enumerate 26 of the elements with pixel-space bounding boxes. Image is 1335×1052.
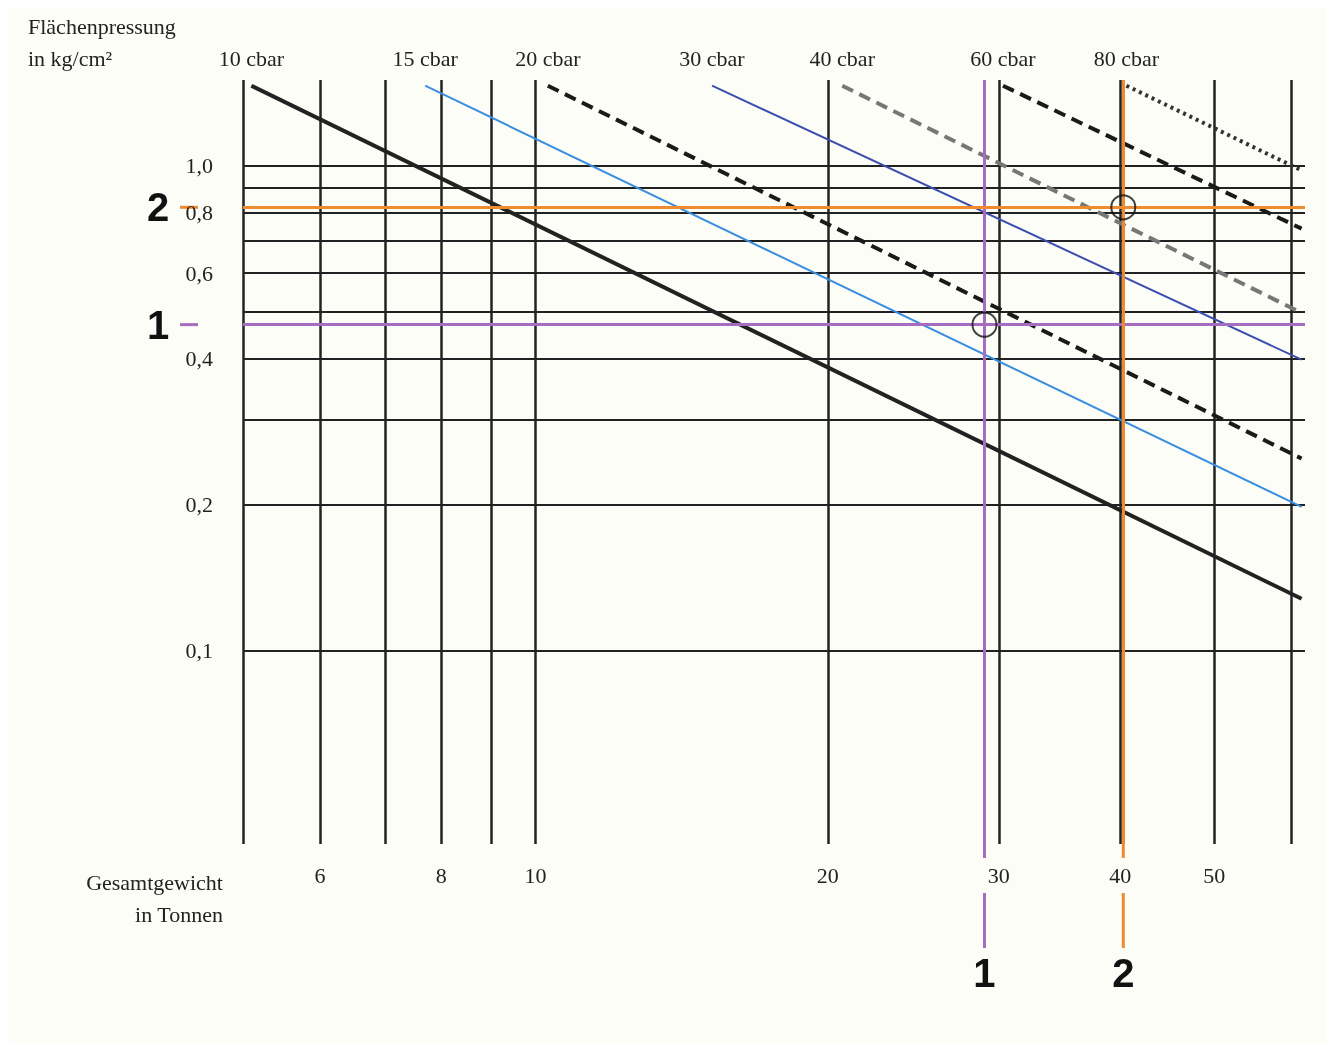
x-tick-label: 6 [314,862,326,888]
series-label: 40 cbar [809,46,876,72]
text: 1 [973,951,996,995]
y-tick-label: 0,8 [185,200,213,226]
y-tick-label: 1,0 [185,152,213,178]
series-label: 15 cbar [392,46,459,72]
series-label: 80 cbar [1093,46,1160,72]
x-axis-title: Gesamtgewicht in Tonnen [86,869,223,927]
x-tick-label: 8 [435,862,447,888]
x-tick-label: 50 [1203,862,1226,888]
text: 2 [146,185,170,230]
series-label: 60 cbar [970,46,1037,72]
series-label: 10 cbar [218,46,285,72]
text: 2 [1112,951,1135,995]
x-tick-label: 20 [816,862,839,888]
y-tick-label: 0,6 [185,260,213,286]
y-tick-label: 0,2 [185,492,213,518]
x-tick-label: 40 [1109,862,1132,888]
series-label: 20 cbar [515,46,582,72]
y-axis-title: Flächenpressung in kg/cm² [28,13,176,71]
y-tick-label: 0,4 [185,346,213,372]
y-tick-label: 0,1 [185,638,213,664]
series-label: 30 cbar [679,46,746,72]
text: 1 [146,302,170,347]
x-tick-label: 30 [987,862,1010,888]
x-tick-label: 10 [524,862,547,888]
